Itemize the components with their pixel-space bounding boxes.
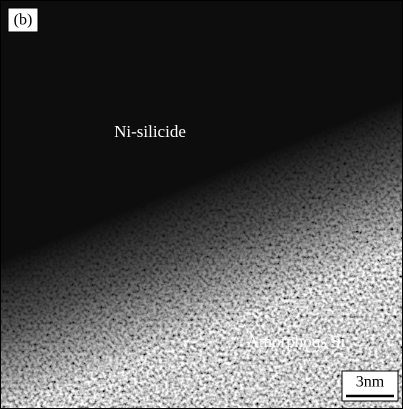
region-label: Amorphous Si bbox=[247, 332, 346, 351]
micrograph: (b) Ni-silicide Amorphous Si 3nm bbox=[0, 0, 403, 409]
region-label: Ni-silicide bbox=[114, 122, 186, 141]
panel-label: (b) bbox=[14, 12, 33, 29]
scale-bar-label: 3nm bbox=[356, 374, 385, 391]
